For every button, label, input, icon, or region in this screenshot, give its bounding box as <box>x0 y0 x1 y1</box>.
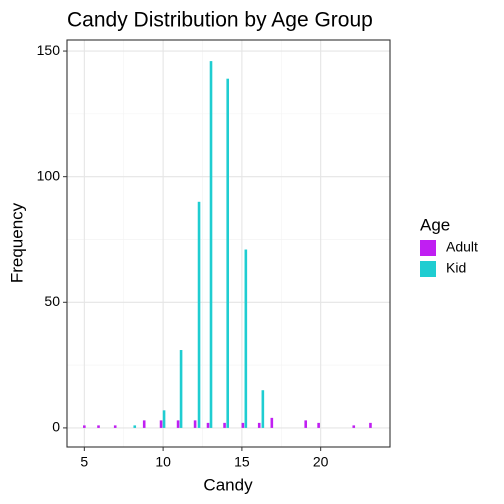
bar <box>83 425 86 428</box>
bar <box>317 422 320 428</box>
bar <box>257 422 261 428</box>
bar <box>304 420 308 428</box>
bar <box>176 420 180 428</box>
legend-key <box>420 261 436 277</box>
bar <box>113 425 117 428</box>
x-tick-label: 20 <box>313 454 329 470</box>
bar <box>369 422 372 428</box>
legend-label: Adult <box>446 239 478 255</box>
y-tick-label: 0 <box>52 419 60 435</box>
legend-label: Kid <box>446 260 466 276</box>
bar <box>179 350 183 428</box>
panel-border <box>66 39 391 448</box>
x-tick-label: 10 <box>155 454 171 470</box>
bar <box>142 420 146 428</box>
bar <box>270 417 274 428</box>
legend-key <box>420 240 436 256</box>
y-tick-label: 150 <box>37 42 61 58</box>
bar <box>241 422 245 428</box>
chart-title: Candy Distribution by Age Group <box>67 9 373 32</box>
bar <box>133 425 137 428</box>
bar <box>159 420 163 428</box>
x-tick-label: 15 <box>234 454 250 470</box>
x-tick-label: 5 <box>80 454 88 470</box>
bar <box>226 78 230 428</box>
bar <box>209 61 213 428</box>
bar <box>197 201 201 428</box>
bar <box>352 425 356 428</box>
bar <box>206 422 210 428</box>
bar <box>223 422 226 428</box>
bar <box>193 420 197 428</box>
y-tick-label: 100 <box>37 167 61 183</box>
x-axis-label: Candy <box>203 475 253 494</box>
legend-title: Age <box>420 215 450 234</box>
y-axis-label: Frequency <box>7 202 26 283</box>
y-tick-label: 50 <box>44 293 60 309</box>
bar <box>261 390 265 428</box>
bar <box>162 410 166 428</box>
bar <box>97 425 100 428</box>
bar <box>244 249 248 428</box>
